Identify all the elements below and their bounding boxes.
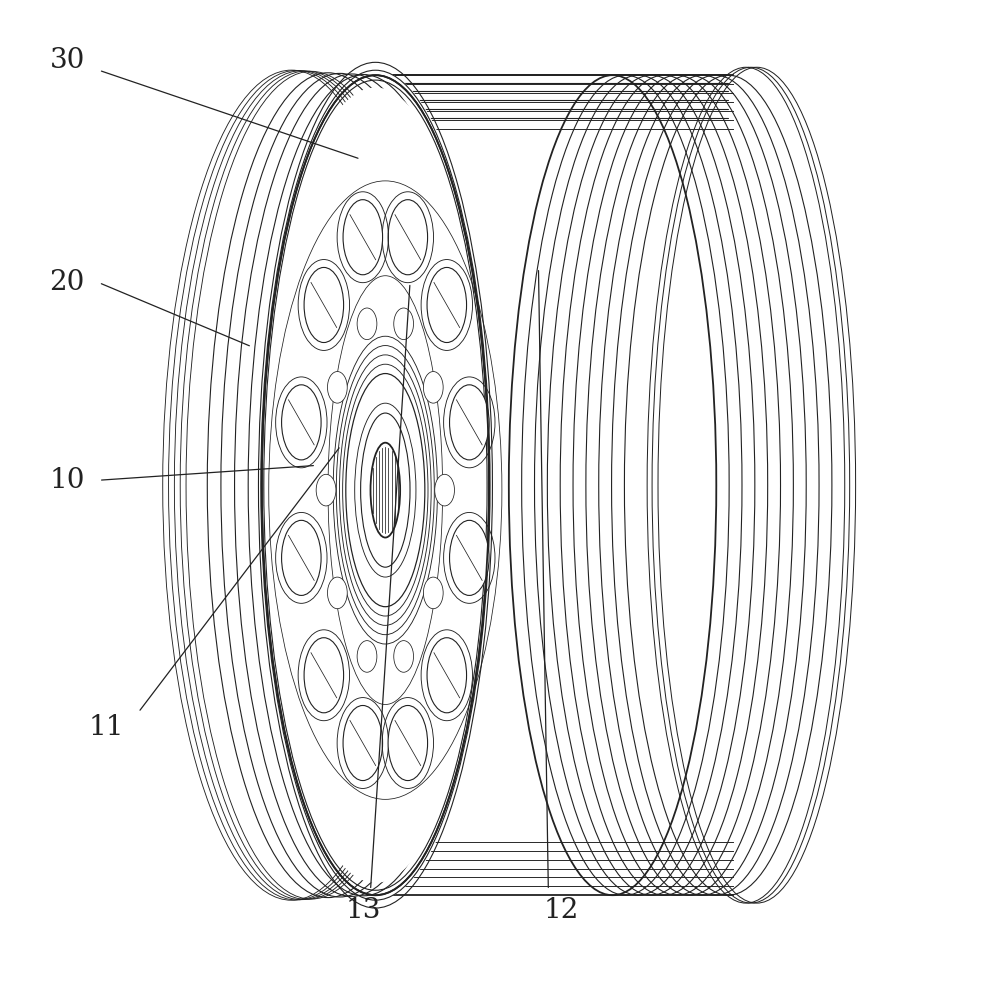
Ellipse shape (435, 474, 454, 506)
Ellipse shape (388, 705, 428, 781)
Ellipse shape (424, 372, 444, 403)
Ellipse shape (327, 577, 347, 609)
Ellipse shape (343, 200, 382, 275)
Text: 30: 30 (49, 47, 85, 74)
Text: 20: 20 (49, 269, 85, 296)
Ellipse shape (450, 385, 489, 460)
Ellipse shape (357, 641, 376, 672)
Ellipse shape (282, 520, 321, 595)
Ellipse shape (370, 443, 400, 538)
Ellipse shape (304, 267, 344, 343)
Ellipse shape (450, 520, 489, 595)
Ellipse shape (282, 385, 321, 460)
Text: 13: 13 (346, 897, 381, 924)
Ellipse shape (427, 267, 466, 343)
Ellipse shape (257, 70, 494, 900)
Ellipse shape (357, 308, 376, 340)
Text: 11: 11 (89, 714, 124, 741)
Ellipse shape (388, 200, 428, 275)
Ellipse shape (361, 413, 410, 567)
Ellipse shape (346, 374, 425, 607)
Ellipse shape (264, 87, 487, 883)
Ellipse shape (343, 705, 382, 781)
Ellipse shape (316, 474, 336, 506)
Text: 12: 12 (543, 897, 579, 924)
Ellipse shape (394, 308, 414, 340)
Ellipse shape (427, 638, 466, 713)
Text: 10: 10 (49, 467, 85, 494)
Ellipse shape (327, 372, 347, 403)
Ellipse shape (304, 638, 344, 713)
Ellipse shape (424, 577, 444, 609)
Ellipse shape (394, 641, 414, 672)
